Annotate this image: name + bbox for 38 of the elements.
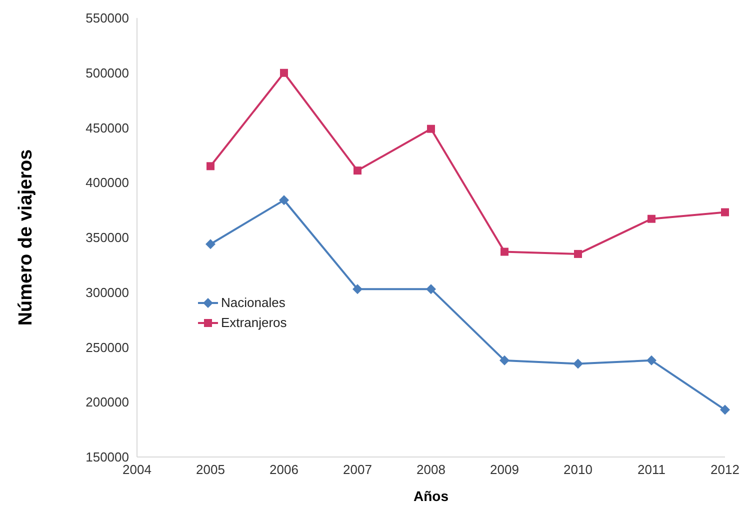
y-tick-label: 150000 [86, 450, 129, 465]
y-tick-label: 550000 [86, 10, 129, 26]
point [500, 248, 508, 256]
point [352, 284, 362, 294]
point [720, 404, 730, 415]
point [280, 68, 288, 77]
x-tick-label: 2005 [196, 462, 225, 478]
point [648, 214, 656, 223]
x-axis-title: Años [414, 488, 449, 504]
legend-label: Extranjeros [221, 314, 287, 332]
point [427, 124, 435, 133]
x-tick-label: 2010 [564, 462, 592, 478]
x-tick-label: 2008 [416, 462, 446, 478]
x-tick-label: 2004 [122, 462, 152, 478]
point [426, 284, 436, 294]
legend-label: Nacionales [221, 294, 286, 312]
point [206, 162, 214, 170]
y-tick-label: 450000 [86, 120, 129, 136]
point [573, 358, 583, 369]
y-tick-label: 350000 [86, 230, 129, 246]
x-tick-label: 2012 [710, 462, 740, 478]
y-tick-label: 400000 [86, 175, 129, 190]
y-axis-title: Número de viajeros [16, 149, 37, 326]
x-tick-label: 2007 [343, 462, 372, 478]
x-tick-label: 2006 [270, 462, 298, 478]
y-tick-label: 300000 [86, 284, 129, 300]
point [500, 355, 510, 366]
point [279, 195, 289, 206]
point [646, 355, 656, 366]
y-tick-label: 250000 [86, 340, 129, 355]
x-tick-label: 2009 [490, 462, 519, 478]
point [206, 239, 216, 250]
point [354, 166, 362, 175]
y-tick-label: 200000 [86, 394, 129, 410]
point [574, 250, 582, 258]
x-tick-label: 2011 [638, 462, 666, 478]
y-tick-label: 500000 [86, 65, 129, 80]
point [721, 208, 729, 216]
